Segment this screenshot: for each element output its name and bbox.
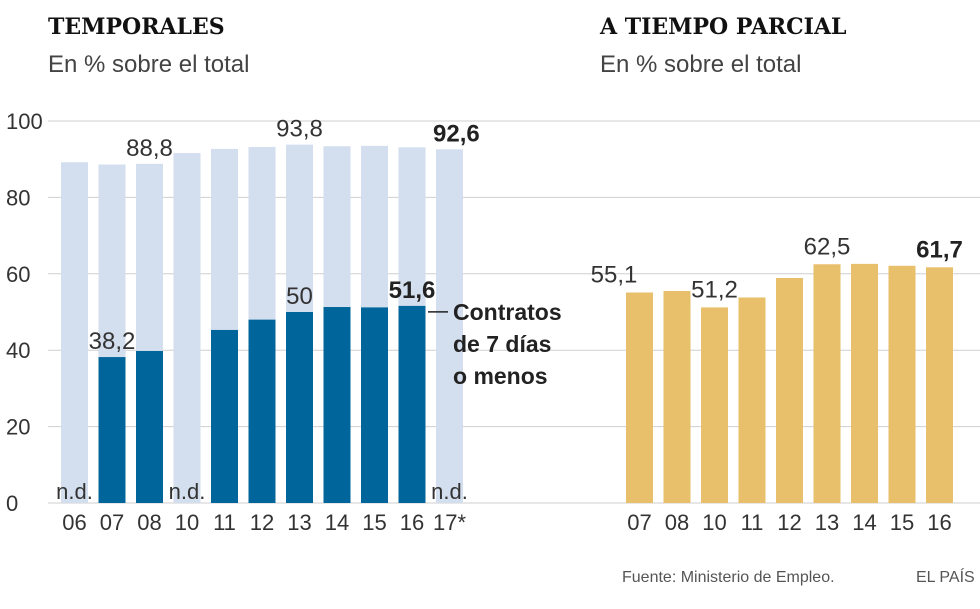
bar-contratos-16 xyxy=(398,305,426,503)
x-tick-label: 14 xyxy=(325,510,349,535)
annotation-line: Contratos xyxy=(453,299,562,325)
bar-parcial-11 xyxy=(738,297,766,503)
bar-parcial-12 xyxy=(776,278,803,503)
x-tick-label: 11 xyxy=(741,510,764,535)
data-label: 38,2 xyxy=(89,328,136,355)
data-label: 50 xyxy=(286,283,313,310)
bar-parcial-16 xyxy=(926,267,953,503)
bars-parcial xyxy=(626,263,953,503)
x-tick-label: 12 xyxy=(777,510,801,535)
not-available-label: n.d. xyxy=(56,479,93,504)
data-label: 51,6 xyxy=(389,277,436,304)
bar-parcial-08 xyxy=(663,290,691,503)
source-note: Fuente: Ministerio de Empleo. xyxy=(622,569,835,586)
bar-temporales-06 xyxy=(61,162,88,504)
data-label: 92,6 xyxy=(433,120,480,147)
annotation-line: o menos xyxy=(453,363,548,389)
y-tick-label: 60 xyxy=(6,262,30,287)
y-tick-label: 100 xyxy=(6,109,43,134)
bar-parcial-13 xyxy=(813,264,841,503)
bar-contratos-14 xyxy=(323,307,351,503)
x-tick-label: 10 xyxy=(175,510,199,535)
x-tick-label: 13 xyxy=(815,510,839,535)
chart-left-subtitle: En % sobre el total xyxy=(48,51,249,78)
bar-temporales-17* xyxy=(436,149,463,503)
y-tick-label: 40 xyxy=(6,338,30,363)
x-tick-label: 07 xyxy=(627,510,651,535)
bar-parcial-14 xyxy=(851,263,878,503)
data-label: 62,5 xyxy=(804,233,851,260)
bars-temporales xyxy=(61,144,463,504)
y-tick-label: 20 xyxy=(6,415,30,440)
chart-left-title: TEMPORALES xyxy=(48,14,225,40)
bar-parcial-10 xyxy=(701,307,728,503)
x-tick-label: 10 xyxy=(702,510,726,535)
x-tick-label: 15 xyxy=(890,510,914,535)
x-tick-label: 06 xyxy=(62,510,86,535)
bar-parcial-07 xyxy=(626,292,653,503)
data-label: 88,8 xyxy=(126,135,173,162)
data-label: 61,7 xyxy=(916,236,963,263)
x-tick-label: 15 xyxy=(362,510,386,535)
data-label: 51,2 xyxy=(691,276,738,303)
not-available-label: n.d. xyxy=(431,479,468,504)
bar-parcial-15 xyxy=(888,265,916,503)
x-tick-label: 12 xyxy=(250,510,274,535)
data-label: 93,8 xyxy=(276,116,323,143)
brand-credit: EL PAÍS xyxy=(916,567,975,586)
x-tick-label: 07 xyxy=(100,510,124,535)
x-tick-label: 13 xyxy=(287,510,311,535)
x-tick-label: 17* xyxy=(433,510,466,535)
data-label: 55,1 xyxy=(591,262,638,289)
bar-contratos-07 xyxy=(98,357,126,503)
x-tick-label: 11 xyxy=(213,510,236,535)
bar-contratos-11 xyxy=(211,329,238,503)
x-tick-label: 08 xyxy=(137,510,161,535)
x-tick-label: 16 xyxy=(927,510,951,535)
chart-right-subtitle: En % sobre el total xyxy=(600,51,801,78)
annotation-line: de 7 días xyxy=(453,331,551,357)
bar-contratos-08 xyxy=(136,350,163,503)
x-tick-label: 16 xyxy=(400,510,424,535)
data-labels: n.d. n.d. n.d. 88,8 93,8 92,6 38,2 50 51,6 55,1 51… xyxy=(56,116,963,504)
x-axis-labels: 06 07 08 10 11 12 13 14 15 16 17* 07 08 10 11 12 13 14 15 1… xyxy=(62,510,951,535)
x-tick-label: 14 xyxy=(852,510,876,535)
bar-contratos-13 xyxy=(286,312,313,503)
bar-contratos-12 xyxy=(248,319,276,503)
y-axis-ticks: 0 20 40 60 80 100 xyxy=(6,109,43,516)
annotation-contratos: Contratos de 7 días o menos xyxy=(428,299,562,389)
y-tick-label: 0 xyxy=(6,491,18,516)
not-available-label: n.d. xyxy=(169,479,206,504)
x-tick-label: 08 xyxy=(665,510,689,535)
bar-contratos-15 xyxy=(361,307,388,503)
bar-temporales-10 xyxy=(173,153,201,503)
y-tick-label: 80 xyxy=(6,185,30,210)
chart-right-title: A TIEMPO PARCIAL xyxy=(599,14,847,40)
